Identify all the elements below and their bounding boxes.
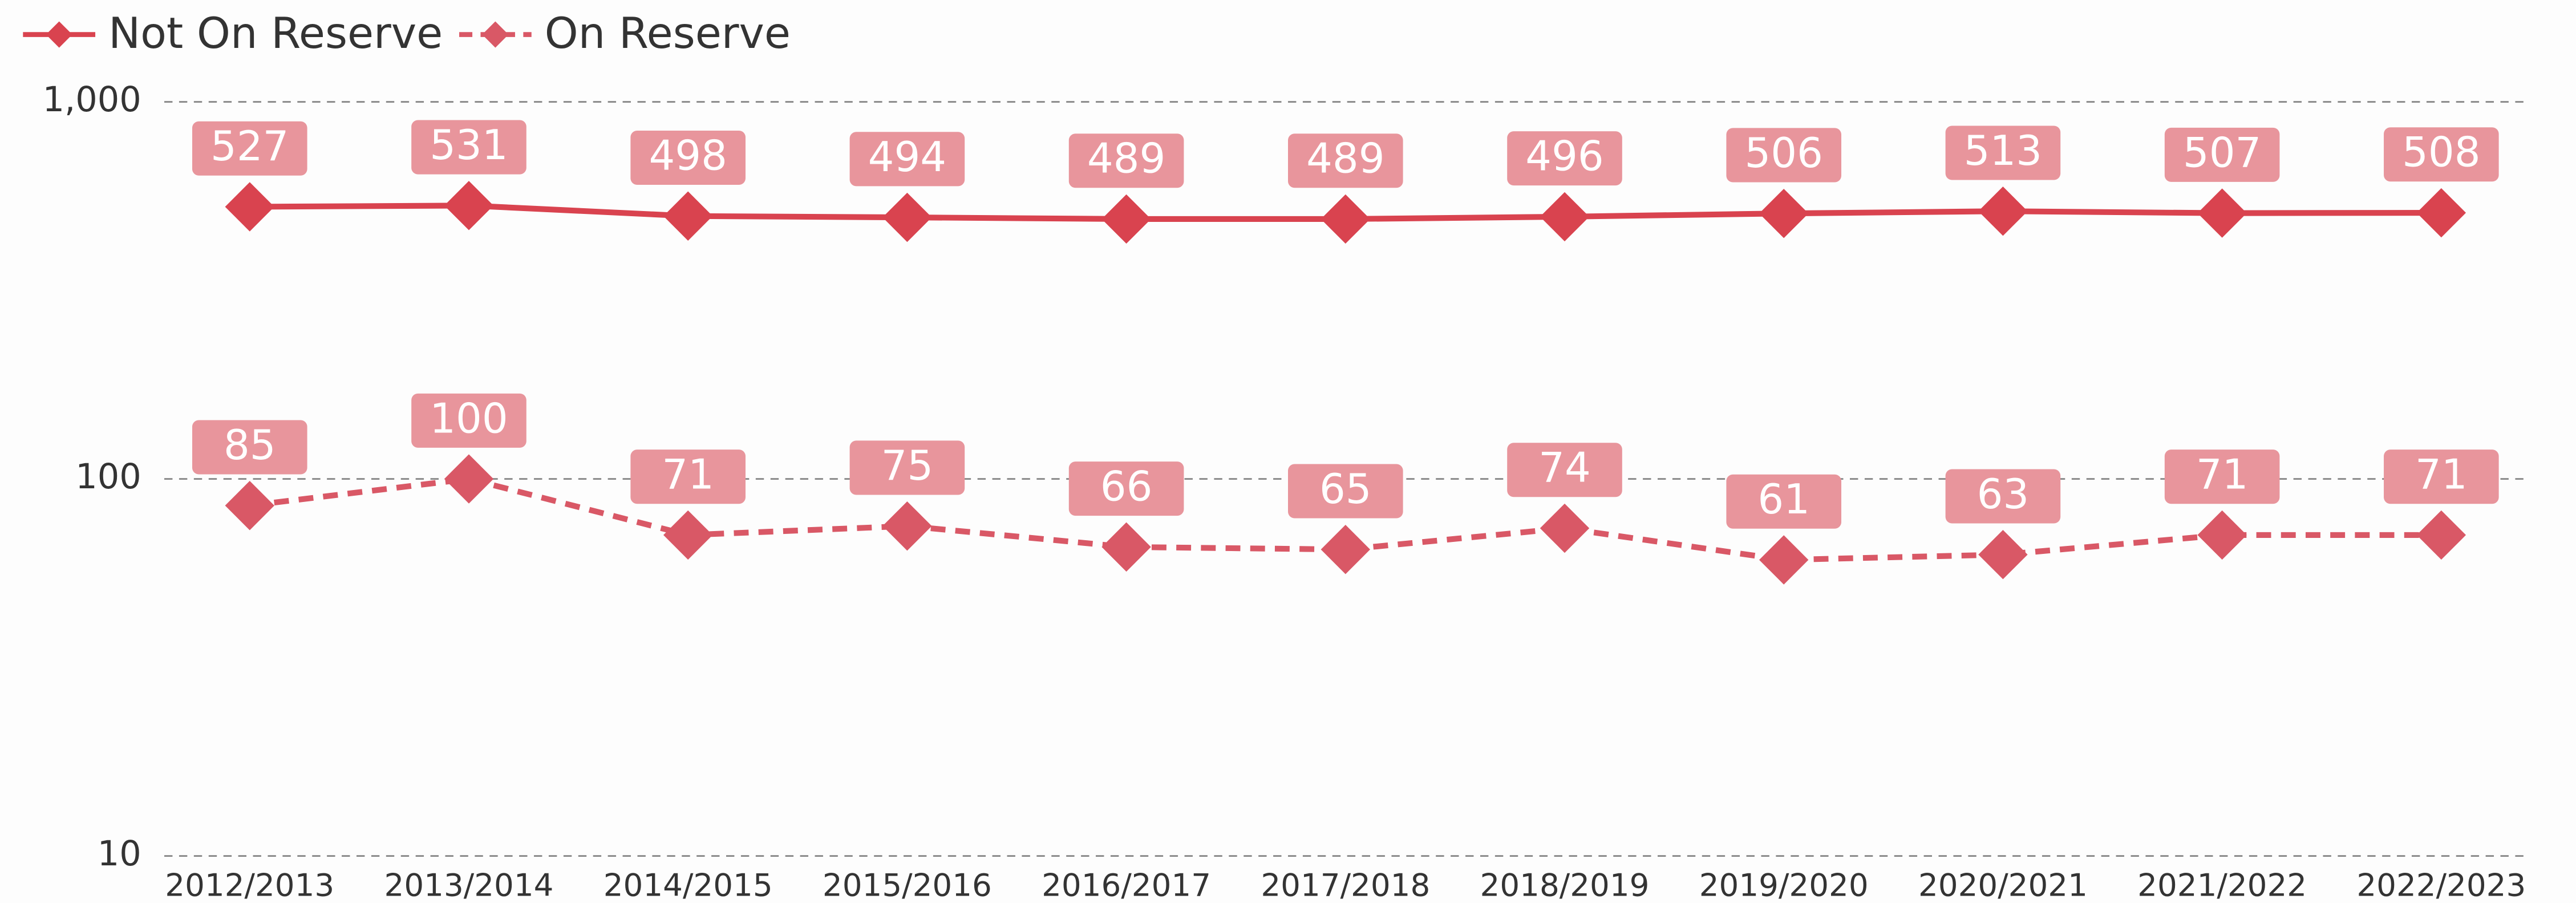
x-tick-label: 2013/2014 [384,866,554,903]
data-label: 66 [1100,463,1153,511]
data-label-box [1726,474,1842,529]
data-label: 506 [1744,129,1822,177]
data-label-box [1068,461,1184,516]
marker [663,510,713,560]
marker [1540,503,1590,553]
data-label: 71 [2196,451,2249,499]
legend-marker [46,21,72,48]
data-label-box [2164,450,2280,504]
x-tick-label: 2014/2015 [604,866,773,903]
data-label: 100 [430,394,508,442]
marker [2197,188,2247,238]
marker [882,192,932,242]
data-label-box [1945,125,2061,180]
x-tick-label: 2017/2018 [1261,866,1430,903]
data-label-box [2384,127,2499,182]
marker [2197,510,2247,560]
marker [444,181,494,230]
marker [1321,194,1371,244]
y-tick-label: 10 [98,834,141,874]
data-label-box [411,120,526,175]
data-label: 85 [224,421,276,469]
x-tick-label: 2012/2013 [165,866,334,903]
data-label: 75 [881,442,934,489]
data-label-box [192,121,307,176]
marker [2416,188,2466,238]
x-tick-label: 2022/2023 [2356,866,2526,903]
y-tick-label: 100 [75,457,141,497]
marker [1978,187,2028,236]
data-label-box [1288,133,1403,188]
data-label-box [1507,131,1622,186]
data-label: 65 [1319,465,1372,513]
data-label-box [630,450,746,504]
data-label: 498 [649,131,727,179]
legend-label: On Reserve [545,8,791,58]
x-tick-label: 2015/2016 [823,866,992,903]
data-label: 513 [1964,127,2042,175]
data-label: 71 [662,451,714,499]
data-label: 489 [1306,135,1384,183]
x-tick-label: 2018/2019 [1480,866,1650,903]
marker [882,501,932,551]
marker [1540,192,1590,242]
marker [663,191,713,241]
data-label: 74 [1538,444,1591,492]
data-label: 527 [210,122,289,170]
data-label-box [2384,450,2499,504]
data-label-box [1068,133,1184,188]
x-tick-label: 2016/2017 [1042,866,1211,903]
data-label-box [849,132,965,187]
marker [1321,525,1371,574]
series-line [249,476,2441,563]
x-tick-label: 2021/2022 [2137,866,2307,903]
marker [1759,535,1809,585]
marker [444,454,494,504]
marker [1759,188,1809,238]
data-label: 71 [2415,451,2468,499]
x-tick-label: 2020/2021 [1918,866,2088,903]
data-label: 494 [868,133,946,181]
data-label: 508 [2402,128,2480,176]
marker [1101,522,1151,572]
y-tick-label: 1,000 [43,80,141,120]
data-label: 63 [1977,470,2030,518]
data-label: 496 [1525,132,1603,180]
marker [225,182,274,232]
data-label-box [630,130,746,185]
data-label: 489 [1087,135,1165,183]
marker [1101,194,1151,244]
data-label: 531 [430,121,508,169]
legend-marker [482,21,509,48]
data-label-box [411,393,526,448]
data-label-box [2164,127,2280,182]
x-tick-label: 2019/2020 [1699,866,1869,903]
data-label-box [1945,469,2061,524]
legend-label: Not On Reserve [108,8,443,58]
data-label-box [192,420,307,475]
marker [1978,530,2028,580]
marker [225,481,274,531]
data-label-box [1726,128,1842,183]
data-label-box [849,440,965,495]
marker [2416,510,2466,560]
data-label: 507 [2183,128,2261,176]
data-label: 61 [1757,475,1810,523]
data-label-box [1507,443,1622,497]
data-label-box [1288,464,1403,519]
